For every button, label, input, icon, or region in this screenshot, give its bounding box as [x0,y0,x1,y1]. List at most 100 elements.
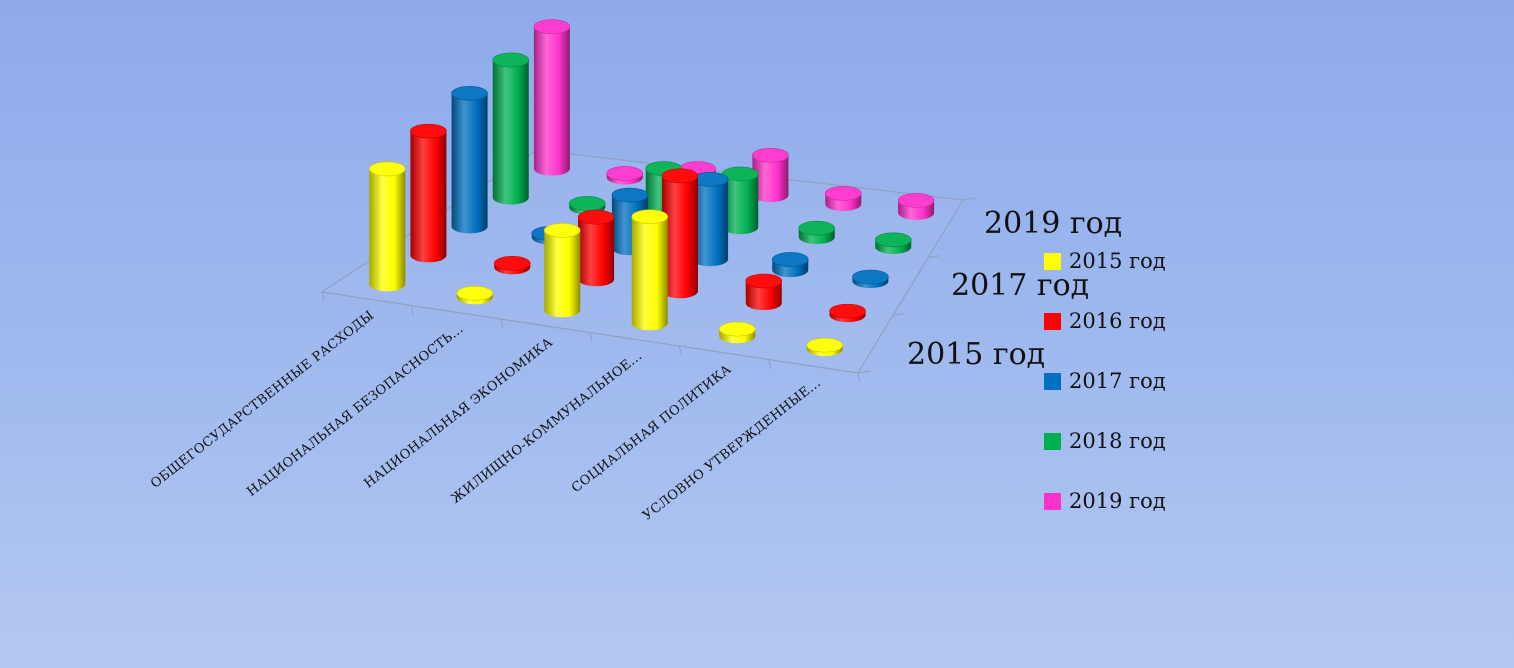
x-tick [410,305,414,315]
bar-top [410,123,447,139]
bar [606,166,644,185]
bar-top [577,209,615,225]
bar [543,223,581,318]
bar [806,337,844,357]
bar [718,321,756,344]
bar [533,19,571,176]
category-label: УСЛОВНО УТВЕРЖДЕННЫЕ... [640,376,824,524]
bar-top [824,186,862,201]
bar-top [806,337,844,353]
bar-top [752,147,789,163]
depth-label: 2019 год [984,206,1122,241]
legend-swatch [1044,372,1061,390]
x-tick [768,359,772,369]
legend-swatch [1044,252,1061,270]
bar [752,147,789,203]
bar [721,166,759,235]
bar-body [492,59,529,205]
bar [451,86,488,234]
bar [661,168,699,299]
bar [492,52,530,205]
legend-label: 2015 год [1069,249,1166,273]
category-label: ЖИЛИЩНО-КОММУНАЛЬНОЕ... [449,349,646,507]
category-label: НАЦИОНАЛЬНАЯ ЭКОНОМИКА [361,335,555,491]
bar-top [611,187,649,203]
bar-body [631,216,668,331]
legend-item: 2016 год [1044,291,1166,351]
legend-swatch [1044,312,1061,330]
bar [874,232,912,254]
bar [771,252,809,278]
x-tick [500,318,504,329]
x-tick [321,291,325,302]
bar-top [533,19,571,34]
bar [824,186,862,212]
category-label: ОБЩЕГОСУДАРСТВЕННЫЕ РАСХОДЫ [148,308,377,492]
bar-body [410,131,447,263]
bar-top [829,303,866,319]
bar-body [752,155,789,203]
bar-top [568,196,606,211]
legend-label: 2016 год [1069,309,1166,333]
legend-item: 2015 год [1044,231,1166,291]
bar [852,269,889,289]
bar-top [368,161,406,177]
bar-top [874,232,912,248]
bar-top [661,168,699,184]
depth-tick [962,197,976,201]
bar-top [451,86,488,101]
bar-body [451,93,488,234]
legend-label: 2017 год [1069,369,1166,393]
bar [897,193,935,220]
bar-body [692,179,729,267]
bar-top [745,273,783,289]
category-label: НАЦИОНАЛЬНАЯ БЕЗОПАСНОСТЬ... [244,322,466,500]
bar-top [631,209,669,225]
bar [410,123,447,263]
chart-legend: 2015 год 2016 год 2017 год 2018 год 2019… [1044,231,1166,531]
bar-top [606,166,644,181]
bar-top [798,220,836,236]
legend-item: 2018 год [1044,411,1166,471]
x-tick [857,372,861,383]
legend-label: 2018 год [1069,429,1166,453]
depth-label: 2015 год [907,337,1045,372]
bar-top [543,223,581,238]
bar-body [578,217,615,287]
bar-top [718,321,756,337]
bar-body [544,230,581,318]
bar [829,303,866,323]
legend-item: 2017 год [1044,351,1166,411]
bar-top [492,52,530,68]
bar [798,220,836,245]
depth-tick [857,370,871,374]
bar [577,209,615,287]
x-tick [678,345,682,356]
bar-top [852,269,889,285]
bar [631,209,669,331]
bar [493,256,531,275]
bar-top [493,256,531,271]
depth-tick [892,312,906,316]
bar [456,285,494,305]
bar-body [722,173,759,235]
chart-bars [368,19,935,357]
legend-label: 2019 год [1069,489,1166,513]
bar-body [369,168,406,292]
depth-tick [927,255,941,259]
bar-body [533,26,570,176]
bar-top [897,193,935,208]
bar-top [456,285,494,301]
legend-swatch [1044,432,1061,450]
bar [745,273,783,311]
legend-item: 2019 год [1044,471,1166,531]
depth-label: 2017 год [951,268,1089,303]
bar [368,161,406,292]
bar-body [745,280,782,311]
x-tick [589,332,593,342]
bar-body [661,175,698,299]
legend-swatch [1044,492,1061,510]
bar-top [771,252,809,267]
